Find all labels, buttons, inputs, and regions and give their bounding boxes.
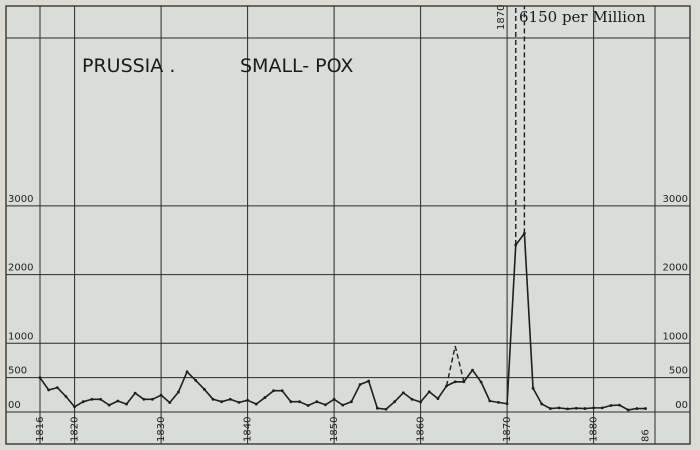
data-point-1852	[350, 400, 353, 404]
data-point-1856	[384, 407, 388, 411]
y-tick-label-right: 00	[675, 400, 688, 411]
data-point-1846	[298, 400, 301, 404]
data-point-1836	[211, 397, 215, 401]
data-point-1847	[306, 404, 310, 407]
y-tick-label-right: 3000	[663, 194, 688, 205]
data-point-1816	[38, 376, 42, 380]
y-tick-label-left: 500	[8, 366, 27, 377]
data-point-1884	[626, 408, 630, 412]
dashed-segment	[454, 345, 465, 382]
data-point-1817	[47, 388, 51, 392]
data-point-1839	[237, 400, 241, 404]
data-point-1824	[107, 403, 111, 407]
data-point-1823	[99, 397, 102, 401]
data-point-1881	[600, 406, 604, 410]
x-tick-label: 86	[641, 429, 652, 442]
data-point-1871	[514, 243, 518, 247]
x-tick-label: 1816	[35, 417, 46, 442]
data-point-1873	[531, 386, 535, 390]
x-tick-label: 1830	[156, 417, 167, 442]
data-point-1869	[497, 400, 500, 404]
x-tick-label: 1860	[416, 417, 427, 442]
data-point-1882	[609, 404, 613, 407]
data-point-1872	[523, 231, 526, 235]
peak-annotation: 6150 per Million	[519, 8, 646, 26]
data-point-1863	[445, 384, 448, 388]
data-point-1868	[488, 399, 492, 403]
data-point-1870	[505, 402, 509, 406]
data-point-1879	[583, 407, 587, 410]
data-point-1843	[272, 389, 275, 393]
data-point-1827	[133, 391, 137, 395]
data-point-1838	[228, 397, 232, 401]
data-point-1842	[263, 396, 267, 399]
data-point-1822	[90, 397, 94, 401]
data-point-1821	[81, 400, 85, 404]
data-point-1844	[280, 389, 284, 393]
chart-frame	[5, 5, 691, 445]
data-point-1865	[462, 380, 466, 384]
data-point-1858	[401, 391, 405, 395]
data-point-1840	[246, 398, 250, 402]
y-tick-label-left: 3000	[8, 194, 33, 205]
data-point-1885	[635, 407, 639, 410]
data-point-1861	[427, 390, 431, 394]
chart-title: PRUSSIA .	[82, 55, 175, 77]
data-point-1866	[471, 368, 474, 372]
data-point-1886	[644, 407, 647, 410]
data-point-1829	[151, 397, 154, 401]
data-point-1819	[64, 395, 68, 398]
y-tick-label-right: 500	[669, 366, 688, 377]
top-year-label: 1870	[496, 5, 507, 30]
data-point-1853	[358, 383, 362, 386]
data-point-1820	[73, 405, 76, 409]
data-point-1825	[116, 399, 120, 403]
y-tick-label-right: 1000	[663, 331, 688, 342]
x-tick-label: 1840	[243, 417, 254, 442]
data-point-1854	[367, 379, 371, 383]
data-point-1864	[453, 380, 457, 384]
data-point-1851	[341, 403, 345, 407]
data-point-1860	[419, 400, 422, 404]
data-point-1831	[168, 401, 172, 404]
data-point-1828	[142, 397, 146, 401]
data-point-1841	[254, 402, 258, 406]
data-point-1832	[177, 390, 180, 394]
data-point-1862	[436, 397, 440, 401]
y-tick-label-left: 1000	[8, 331, 33, 342]
data-point-1877	[566, 407, 570, 411]
y-tick-label-left: 00	[8, 400, 21, 411]
x-tick-label: 1870	[502, 417, 513, 442]
data-point-1878	[574, 406, 578, 410]
chart-subtitle: SMALL- POX	[240, 55, 353, 77]
data-point-1859	[410, 397, 414, 401]
data-point-1833	[185, 370, 189, 374]
data-point-1834	[194, 378, 198, 382]
data-point-1880	[592, 406, 595, 410]
x-tick-label: 1880	[589, 417, 600, 442]
x-tick-label: 1850	[329, 417, 340, 442]
x-tick-label: 1820	[70, 417, 81, 442]
data-point-1837	[220, 400, 224, 404]
data-point-1845	[289, 400, 293, 404]
data-point-1874	[540, 402, 544, 406]
data-point-1855	[375, 406, 379, 410]
data-point-1867	[479, 380, 483, 384]
data-point-1875	[548, 407, 552, 410]
data-point-1857	[393, 400, 397, 404]
data-point-1818	[55, 386, 59, 390]
y-tick-label-left: 2000	[8, 263, 33, 274]
data-point-1850	[332, 397, 336, 401]
y-tick-label-right: 2000	[663, 263, 688, 274]
data-point-1876	[557, 406, 561, 410]
data-point-1883	[618, 403, 621, 407]
dashed-segment	[445, 345, 456, 387]
data-point-1826	[125, 402, 128, 406]
data-point-1849	[324, 403, 327, 407]
data-point-1835	[202, 387, 206, 391]
data-point-1848	[315, 400, 319, 404]
data-point-1830	[159, 393, 163, 397]
